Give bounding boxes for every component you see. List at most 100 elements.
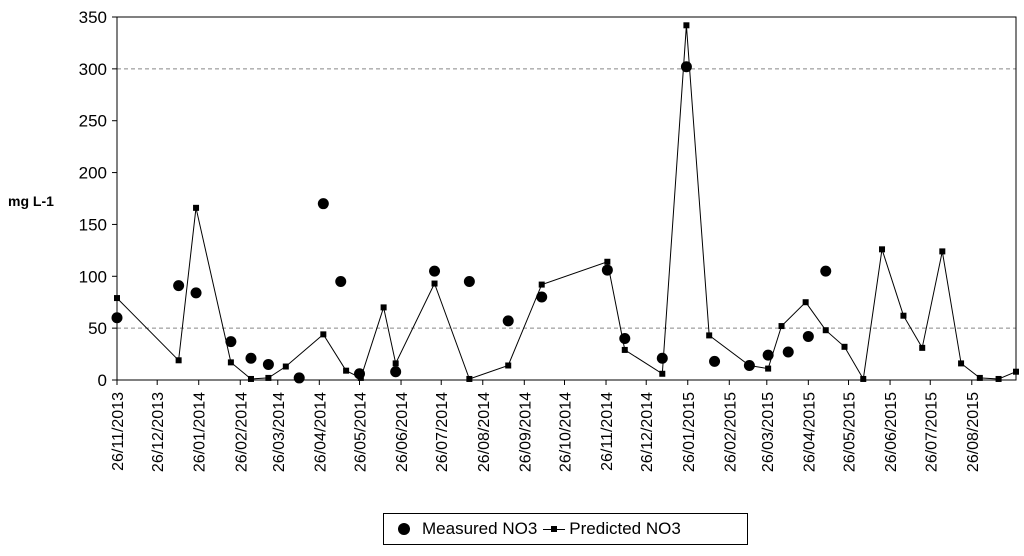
predicted-point <box>778 323 785 330</box>
series-marks <box>111 22 1019 384</box>
predicted-point <box>706 332 713 339</box>
predicted-point <box>193 204 200 211</box>
measured-point <box>619 333 631 345</box>
measured-point <box>680 61 692 73</box>
x-tick-label: 26/01/2015 <box>681 392 698 472</box>
measured-point <box>245 352 257 364</box>
x-tick-label: 26/03/2015 <box>760 392 777 472</box>
y-tick-label: 0 <box>98 371 107 390</box>
grid <box>117 68 1016 329</box>
y-axis-ticks: 0 50 100 150 200 250 300 350 <box>79 8 117 390</box>
measured-point <box>225 336 237 348</box>
predicted-point <box>683 22 690 29</box>
measured-point <box>111 312 123 324</box>
predicted-point <box>343 367 350 374</box>
x-tick-label: 26/05/2014 <box>353 392 370 472</box>
y-tick-label: 150 <box>79 215 107 234</box>
axes <box>116 16 1017 381</box>
x-tick-label: 26/10/2014 <box>557 392 574 472</box>
line-square-marker-icon <box>543 523 566 535</box>
predicted-line <box>116 25 1017 381</box>
predicted-point <box>320 331 327 338</box>
circle-marker-icon <box>398 523 410 535</box>
measured-point <box>463 275 475 287</box>
x-tick-label: 26/06/2014 <box>394 392 411 472</box>
x-tick-label: 26/04/2014 <box>312 392 329 472</box>
predicted-point <box>900 312 907 319</box>
x-tick-label: 26/03/2014 <box>271 392 288 472</box>
measured-point <box>262 358 274 370</box>
predicted-point <box>995 375 1002 382</box>
measured-point <box>802 330 814 342</box>
measured-point <box>335 275 347 287</box>
y-tick-label: 200 <box>79 164 107 183</box>
measured-point <box>502 315 514 327</box>
predicted-series-line <box>116 25 1017 381</box>
y-tick-label: 100 <box>79 267 107 286</box>
y-tick-label: 300 <box>79 60 107 79</box>
measured-point <box>601 264 613 276</box>
predicted-point <box>822 327 829 334</box>
x-tick-label: 26/12/2014 <box>639 392 656 472</box>
legend-label-predicted: Predicted NO3 <box>569 519 681 538</box>
predicted-point <box>431 280 438 287</box>
y-axis-label: mg L-1 <box>8 193 54 209</box>
predicted-point <box>621 346 628 353</box>
plot-frame <box>116 16 1017 381</box>
predicted-point <box>879 246 886 253</box>
predicted-point <box>265 374 272 381</box>
x-tick-label: 26/02/2015 <box>722 392 739 472</box>
predicted-point <box>380 304 387 311</box>
x-tick-label: 26/02/2014 <box>233 392 250 472</box>
x-tick-label: 26/12/2013 <box>150 392 167 472</box>
measured-point <box>820 265 832 277</box>
predicted-point <box>247 375 254 382</box>
measured-point <box>782 346 794 358</box>
predicted-point <box>976 374 983 381</box>
measured-point <box>293 372 305 384</box>
x-tick-label: 26/11/2013 <box>110 392 127 471</box>
legend: Measured NO3 Predicted NO3 <box>383 513 748 545</box>
predicted-point <box>802 299 809 306</box>
predicted-point <box>939 248 946 255</box>
predicted-point <box>392 360 399 367</box>
predicted-point <box>466 375 473 382</box>
y-tick-label: 50 <box>88 319 107 338</box>
y-tick-label: 250 <box>79 112 107 131</box>
measured-point <box>762 349 774 361</box>
predicted-point <box>227 359 234 366</box>
predicted-point <box>765 365 772 372</box>
measured-point <box>536 291 548 303</box>
x-tick-label: 26/06/2015 <box>883 392 900 472</box>
predicted-point <box>538 281 545 288</box>
x-tick-label: 26/01/2014 <box>192 392 209 472</box>
x-tick-label: 26/11/2014 <box>599 392 616 471</box>
measured-point <box>317 198 329 210</box>
predicted-point <box>1013 368 1019 375</box>
predicted-point <box>919 344 926 351</box>
measured-point <box>656 352 668 364</box>
x-tick-label: 26/09/2014 <box>517 392 534 472</box>
predicted-point <box>505 362 512 369</box>
predicted-point <box>841 343 848 350</box>
predicted-point <box>114 295 120 302</box>
measured-point <box>390 366 402 378</box>
x-tick-label: 26/08/2014 <box>476 392 493 472</box>
x-axis-ticks: 26/11/2013 26/12/2013 26/01/2014 26/02/2014… <box>110 380 982 472</box>
measured-point <box>709 355 721 367</box>
predicted-point <box>958 360 965 367</box>
measured-point <box>190 287 202 299</box>
predicted-point <box>860 375 867 382</box>
x-tick-label: 26/07/2015 <box>923 392 940 472</box>
legend-item-measured: Measured NO3 <box>398 519 537 539</box>
predicted-point <box>659 370 666 377</box>
x-tick-label: 26/05/2015 <box>842 392 859 472</box>
predicted-point <box>604 258 611 265</box>
y-tick-label: 350 <box>79 8 107 27</box>
measured-point <box>429 265 441 277</box>
legend-item-predicted: Predicted NO3 <box>543 519 681 539</box>
predicted-point <box>175 357 182 364</box>
x-tick-label: 26/08/2015 <box>965 392 982 472</box>
measured-point <box>173 280 185 292</box>
